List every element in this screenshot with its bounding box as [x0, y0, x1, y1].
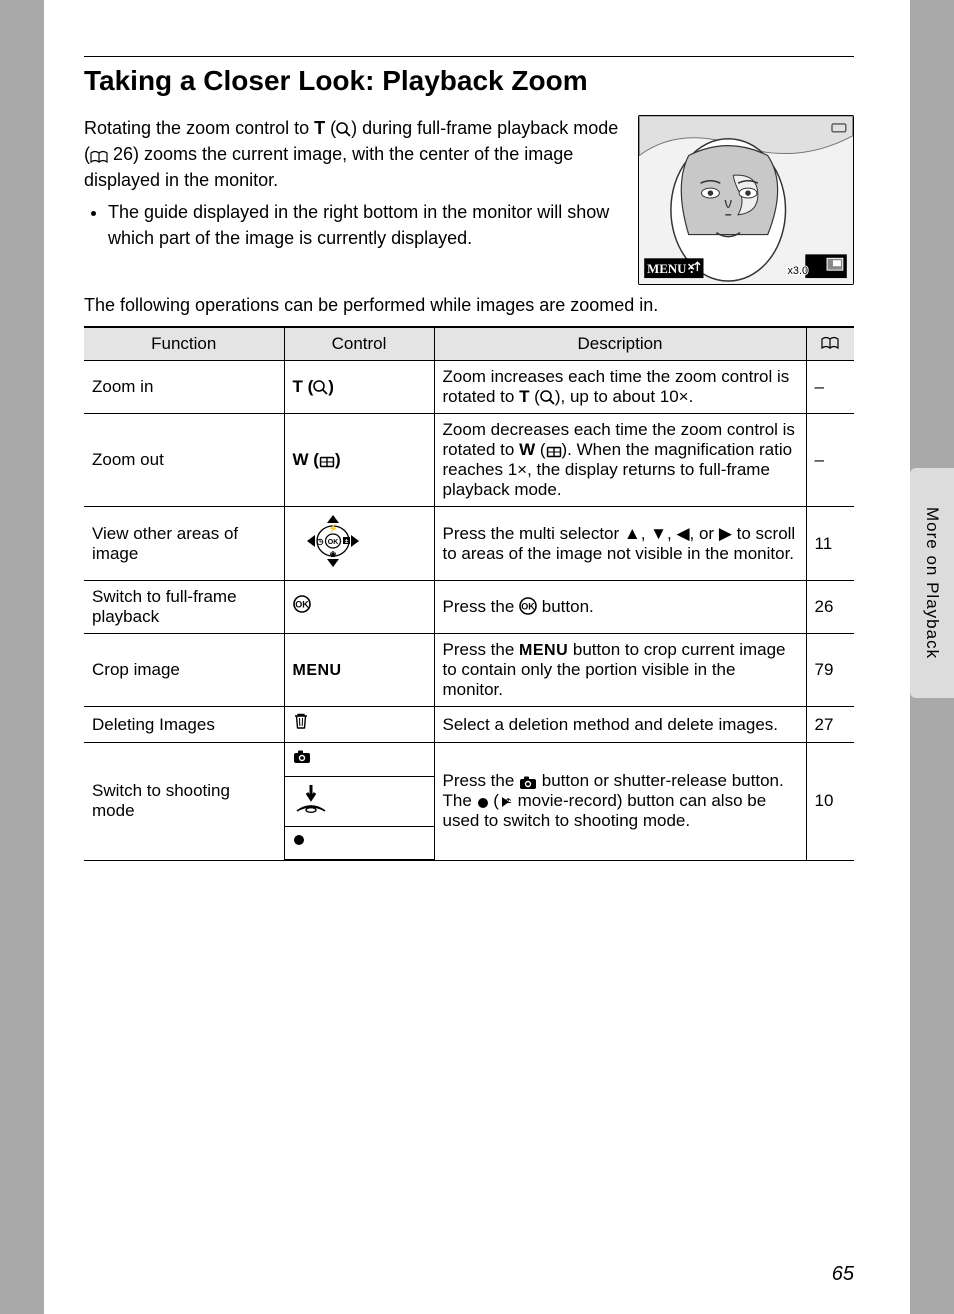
- table-row: Zoom in T () Zoom increases each time th…: [84, 361, 854, 414]
- th-ref: [806, 327, 854, 361]
- th-control: Control: [284, 327, 434, 361]
- intro-wrap: Rotating the zoom control to T () during…: [84, 115, 854, 285]
- table-row: View other areas of image Press the mult…: [84, 507, 854, 581]
- intro-bullet: The guide displayed in the right bottom …: [108, 199, 622, 251]
- magnify-icon: [336, 122, 351, 137]
- table-row: Deleting Images Select a deletion method…: [84, 707, 854, 743]
- camera-icon: [519, 775, 537, 789]
- th-description: Description: [434, 327, 806, 361]
- intro-p2: The following operations can be performe…: [84, 295, 854, 316]
- book-icon: [90, 150, 108, 163]
- page-number: 65: [832, 1263, 854, 1286]
- side-tab: More on Playback: [910, 468, 954, 698]
- ok-icon: [519, 597, 537, 615]
- magnify-icon: [540, 390, 555, 405]
- manual-page: Taking a Closer Look: Playback Zoom Rota…: [44, 0, 910, 1314]
- book-icon: [821, 336, 839, 349]
- svg-text:x3.0: x3.0: [788, 265, 809, 277]
- page-title: Taking a Closer Look: Playback Zoom: [84, 65, 854, 97]
- table-row: Crop image MENU Press the MENU button to…: [84, 634, 854, 707]
- camera-icon: [293, 749, 313, 765]
- intro-p1: Rotating the zoom control to T () during…: [84, 115, 622, 193]
- th-function: Function: [84, 327, 284, 361]
- table-row: Zoom out W () Zoom decreases each time t…: [84, 414, 854, 507]
- movie-record-icon: [499, 795, 513, 809]
- preview-thumbnail: MENU : x3.0: [638, 115, 854, 285]
- intro-text: Rotating the zoom control to T () during…: [84, 115, 622, 285]
- side-tab-label: More on Playback: [922, 507, 942, 659]
- dot-icon: [293, 834, 307, 848]
- dot-icon: [477, 797, 489, 809]
- table-row: Switch to shooting mode Press the button…: [84, 743, 854, 777]
- top-rule: [84, 56, 854, 57]
- thumbnail-icon: [546, 446, 562, 458]
- table-header-row: Function Control Description: [84, 327, 854, 361]
- operations-table: Function Control Description Zoom in T (…: [84, 326, 854, 861]
- shutter-icon: [293, 783, 329, 815]
- svg-text:MENU :: MENU :: [647, 262, 694, 276]
- table-row: Switch to full-frame playback Press the …: [84, 581, 854, 634]
- ok-icon: [293, 595, 313, 615]
- multi-selector-icon: [293, 513, 373, 569]
- thumbnail-icon: [319, 456, 335, 468]
- magnify-icon: [313, 380, 328, 395]
- trash-icon: [293, 713, 311, 731]
